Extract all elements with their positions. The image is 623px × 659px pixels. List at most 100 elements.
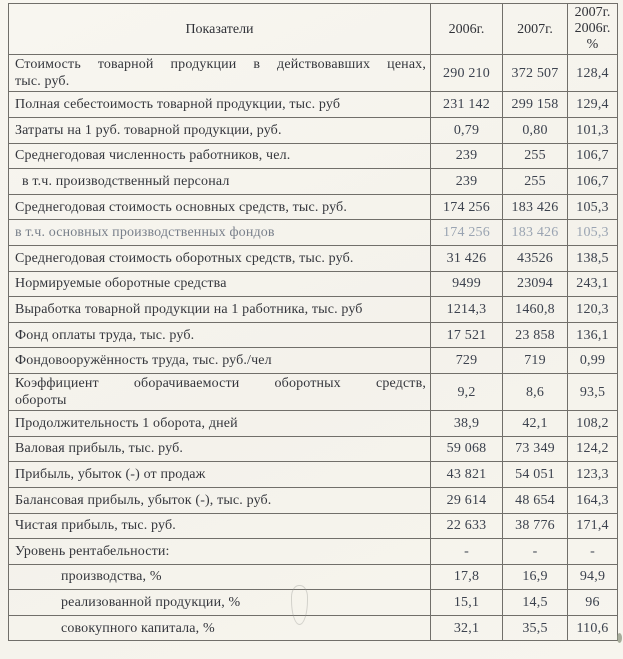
row-label-cell: Выработка товарной продукции на 1 работн… (8, 296, 431, 323)
row-label-text: производства, % (61, 569, 162, 585)
row-label-text: Стоимость товарной продукции в действова… (15, 57, 426, 73)
table-row: Затраты на 1 руб. товарной продукции, ру… (8, 117, 618, 144)
table-row: Выработка товарной продукции на 1 работн… (8, 296, 618, 323)
indicators-table: Показатели 2006г. 2007г. 2007г. 2006г. %… (8, 2, 618, 642)
row-label-text: реализованной продукции, % (61, 595, 241, 611)
header-year-2006: 2006г. (430, 2, 503, 56)
row-label-cell: Валовая прибыль, тыс. руб. (8, 435, 431, 463)
cell-ratio-percent: 128,4 (567, 54, 618, 93)
cell-value-2007: 8,6 (502, 372, 568, 412)
scan-smudge (291, 585, 308, 625)
cell-ratio-percent: 105,3 (567, 219, 618, 246)
row-label-cell: Нормируемые оборотные средства (8, 270, 431, 298)
row-label-cell: в т.ч. производственный персонал (8, 168, 431, 195)
cell-value-2007: 255 (502, 168, 568, 195)
cell-value-2007: 299 158 (502, 91, 568, 119)
cell-value-2007: 48 654 (502, 486, 568, 514)
row-label-text: Среднегодовая стоимость основных средств… (15, 199, 347, 215)
cell-value-2006: 239 (430, 168, 503, 195)
table-row: Балансовая прибыль, убыток (-), тыс. руб… (8, 486, 618, 514)
row-label-cell: совокупного капитала, % (8, 614, 431, 642)
cell-value-2007: 23094 (502, 270, 568, 298)
cell-value-2006: 17,8 (430, 563, 503, 591)
table-row: Валовая прибыль, тыс. руб. 59 068 73 349 12… (8, 435, 618, 463)
ratio-header-line: 2007г. (574, 5, 611, 20)
table-row: Среднегодовая стоимость основных средств… (8, 193, 618, 221)
header-ratio-2007-to-2006: 2007г. 2006г. % (567, 2, 618, 56)
cell-value-2006: 43 821 (430, 461, 503, 488)
row-label-cell: Фондовооружённость труда, тыс. руб./чел (8, 347, 431, 374)
cell-ratio-percent: 106,7 (567, 142, 618, 170)
cell-value-2006: 729 (430, 347, 503, 374)
row-label-cell: Полная себестоимость товарной продукции,… (8, 91, 431, 119)
cell-value-2007: 35,5 (502, 614, 568, 642)
cell-ratio-percent: 243,1 (567, 270, 618, 298)
row-label-cell: Среднегодовая стоимость основных средств… (8, 193, 431, 221)
row-label-cell: Стоимость товарной продукции в действова… (8, 54, 431, 93)
row-label-cell: Затраты на 1 руб. товарной продукции, ру… (8, 117, 431, 144)
row-label-cell: Балансовая прибыль, убыток (-), тыс. руб… (8, 486, 431, 514)
row-label-text: Уровень рентабельности: (15, 543, 170, 559)
header-indicators: Показатели (8, 2, 431, 56)
row-label-cell: Среднегодовая стоимость оборотных средст… (8, 245, 431, 272)
cell-ratio-percent: 136,1 (567, 321, 618, 349)
cell-value-2007: 42,1 (502, 410, 568, 437)
row-label-text-line2: обороты (15, 393, 67, 409)
row-label-text: Выработка товарной продукции на 1 работн… (15, 301, 363, 317)
table-row: Среднегодовая численность работников, че… (8, 142, 618, 170)
cell-ratio-percent: 120,3 (567, 296, 618, 323)
cell-value-2007: 23 858 (502, 321, 568, 349)
row-label-text: Фондовооружённость труда, тыс. руб./чел (15, 353, 272, 369)
row-label-text: в т.ч. производственный персонал (22, 173, 230, 189)
row-label-text: Коэффициент оборачиваемости оборотных ср… (15, 375, 426, 391)
cell-value-2007: 38 776 (502, 512, 568, 540)
cell-ratio-percent: 101,3 (567, 117, 618, 144)
ratio-header-line: % (586, 37, 599, 53)
cell-value-2006: 239 (430, 142, 503, 170)
cell-value-2006: 32,1 (430, 614, 503, 642)
cell-value-2007: 372 507 (502, 54, 568, 93)
table-body: Стоимость товарной продукции в действова… (8, 54, 618, 642)
cell-ratio-percent: 94,9 (567, 563, 618, 591)
row-label-text: Прибыль, убыток (-) от продаж (15, 467, 206, 483)
cell-value-2006: 29 614 (430, 486, 503, 514)
scan-artifact (617, 633, 622, 643)
row-label-text: Среднегодовая стоимость оборотных средст… (15, 250, 354, 266)
cell-ratio-percent: 93,5 (567, 372, 618, 412)
cell-ratio-percent: 124,2 (567, 435, 618, 463)
cell-value-2006: 59 068 (430, 435, 503, 463)
cell-value-2007: 183 426 (502, 193, 568, 221)
row-label-cell: Продолжительность 1 оборота, дней (8, 410, 431, 437)
cell-value-2006: 15,1 (430, 589, 503, 616)
cell-ratio-percent: 106,7 (567, 168, 618, 195)
row-label-cell: в т.ч. основных производственных фондов (8, 219, 431, 246)
cell-ratio-percent: 123,3 (567, 461, 618, 488)
cell-value-2006: 38,9 (430, 410, 503, 437)
cell-value-2007: 14,5 (502, 589, 568, 616)
table-row: Коэффициент оборачиваемости оборотных ср… (8, 372, 618, 412)
row-label-text: Полная себестоимость товарной продукции,… (15, 97, 341, 113)
row-label-cell: реализованной продукции, % (8, 589, 431, 616)
cell-value-2007: 255 (502, 142, 568, 170)
cell-value-2006: 290 210 (430, 54, 503, 93)
cell-value-2007: 0,80 (502, 117, 568, 144)
table-row: Стоимость товарной продукции в действова… (8, 54, 618, 93)
cell-value-2006: 174 256 (430, 219, 503, 246)
row-label-cell: производства, % (8, 563, 431, 591)
cell-ratio-percent: 0,99 (567, 347, 618, 374)
row-label-text: Продолжительность 1 оборота, дней (15, 415, 238, 431)
table-row: Уровень рентабельности: - - - (8, 538, 618, 565)
cell-value-2007: 183 426 (502, 219, 568, 246)
table-row: Фонд оплаты труда, тыс. руб. 17 521 23 858… (8, 321, 618, 349)
table-row: Нормируемые оборотные средства 9499 23094 2… (8, 270, 618, 298)
cell-value-2007: 16,9 (502, 563, 568, 591)
cell-ratio-percent: 171,4 (567, 512, 618, 540)
row-label-cell: Фонд оплаты труда, тыс. руб. (8, 321, 431, 349)
table-header-row: Показатели 2006г. 2007г. 2007г. 2006г. % (8, 2, 618, 56)
cell-value-2006: 9499 (430, 270, 503, 298)
cell-ratio-percent: - (567, 538, 618, 565)
table-row: в т.ч. основных производственных фондов 1… (8, 219, 618, 246)
cell-value-2006: 31 426 (430, 245, 503, 272)
cell-ratio-percent: 108,2 (567, 410, 618, 437)
